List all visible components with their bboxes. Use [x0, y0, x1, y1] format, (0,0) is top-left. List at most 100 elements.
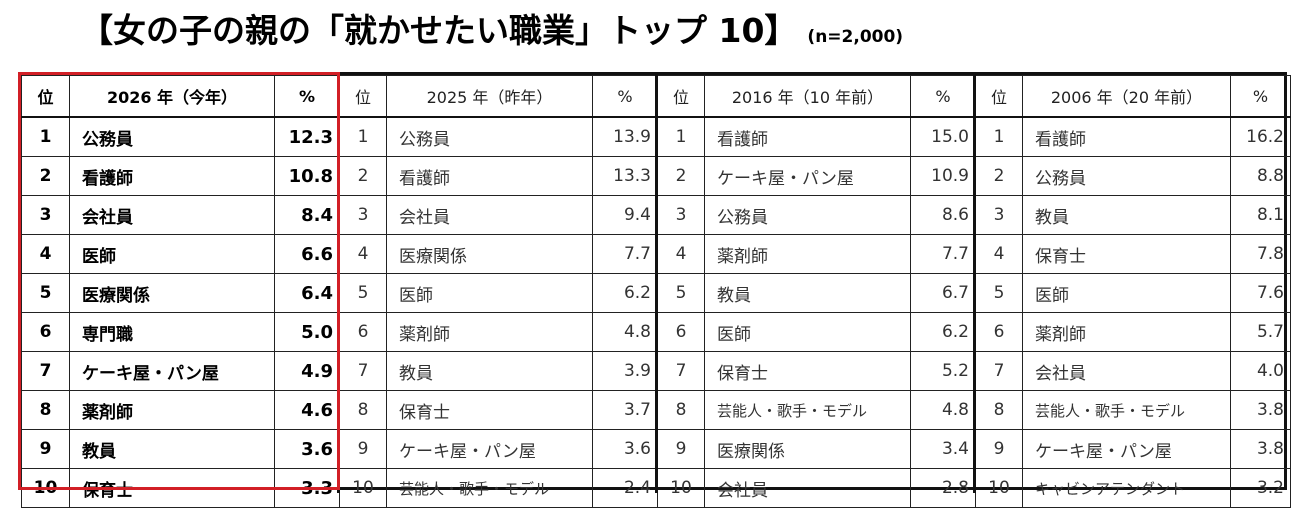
percent-cell: 3.6	[592, 429, 658, 469]
table-row: 2 看護師 10.8	[21, 156, 340, 196]
rank-cell: 5	[21, 273, 70, 313]
rank-header: 位	[975, 75, 1023, 118]
job-cell: 薬剤師	[704, 234, 911, 274]
percent-cell: 8.6	[910, 195, 976, 235]
percent-cell: 6.7	[910, 273, 976, 313]
panel-divider	[655, 75, 658, 493]
percent-cell: 3.4	[910, 429, 976, 469]
table-row: 5 医療関係 6.4	[21, 273, 340, 313]
job-cell: 会社員	[704, 468, 911, 508]
job-cell: 教員	[386, 351, 593, 391]
job-cell: 公務員	[1022, 156, 1231, 196]
table-row: 7 ケーキ屋・パン屋 4.9	[21, 351, 340, 391]
percent-cell: 7.7	[592, 234, 658, 274]
percent-cell: 6.4	[274, 273, 340, 313]
ranking-panel-4: 位 2006 年（20 年前）% 1 看護師 16.2 2 公務員 8.8 3 教員 8.1 4 保育士…	[975, 75, 1291, 508]
rank-cell: 1	[21, 116, 70, 157]
rank-cell: 2	[657, 156, 705, 196]
rank-cell: 8	[975, 390, 1023, 430]
ranking-panel-3: 位 2016 年（10 年前）% 1 看護師 15.0 2 ケーキ屋・パン屋 10.9 3 公務員…	[657, 75, 976, 508]
percent-cell: 3.8	[1230, 429, 1291, 469]
rank-cell: 6	[657, 312, 705, 352]
rank-cell: 10	[339, 468, 387, 508]
table-row: 2 看護師 13.3	[339, 156, 658, 196]
rank-cell: 6	[975, 312, 1023, 352]
table-row: 10 芸能人・歌手・モデル 2.4	[339, 468, 658, 508]
table-row: 8 保育士 3.7	[339, 390, 658, 430]
rank-cell: 1	[339, 116, 387, 157]
percent-cell: 7.7	[910, 234, 976, 274]
job-cell: 保育士	[704, 351, 911, 391]
job-cell: ケーキ屋・パン屋	[386, 429, 593, 469]
rank-cell: 2	[21, 156, 70, 196]
percent-cell: 5.2	[910, 351, 976, 391]
percent-cell: 10.9	[910, 156, 976, 196]
rank-cell: 1	[975, 116, 1023, 157]
percent-cell: 3.2	[1230, 468, 1291, 508]
job-cell: 会社員	[69, 195, 275, 235]
job-cell: 看護師	[69, 156, 275, 196]
percent-header: %	[910, 75, 976, 118]
percent-cell: 8.1	[1230, 195, 1291, 235]
table-row: 2 ケーキ屋・パン屋 10.9	[657, 156, 976, 196]
table-row: 9 医療関係 3.4	[657, 429, 976, 469]
ranking-panel-1: 位 2026 年（今年）% 1 公務員 12.3 2 看護師 10.8 3 会社員 8.4 4 医師 6.…	[21, 75, 340, 508]
percent-cell: 6.2	[910, 312, 976, 352]
panel-divider	[973, 75, 976, 493]
rank-cell: 3	[339, 195, 387, 235]
job-cell: ケーキ屋・パン屋	[69, 351, 275, 391]
job-cell: 会社員	[1022, 351, 1231, 391]
table-row: 10 会社員 2.8	[657, 468, 976, 508]
percent-cell: 16.2	[1230, 116, 1291, 157]
rank-cell: 4	[975, 234, 1023, 274]
table-row: 9 ケーキ屋・パン屋 3.8	[975, 429, 1291, 469]
percent-header: %	[592, 75, 658, 118]
table-row: 8 芸能人・歌手・モデル 3.8	[975, 390, 1291, 430]
percent-cell: 8.4	[274, 195, 340, 235]
panel-divider	[337, 75, 340, 493]
job-cell: 教員	[704, 273, 911, 313]
rank-cell: 9	[975, 429, 1023, 469]
job-cell: 教員	[1022, 195, 1231, 235]
rank-cell: 5	[339, 273, 387, 313]
rank-cell: 3	[21, 195, 70, 235]
job-cell: 教員	[69, 429, 275, 469]
rank-cell: 2	[339, 156, 387, 196]
percent-cell: 6.2	[592, 273, 658, 313]
ranking-table: 位 2026 年（今年）% 1 公務員 12.3 2 看護師 10.8 3 会社員 8.4 4 医師 6.…	[18, 72, 1291, 508]
percent-cell: 3.9	[592, 351, 658, 391]
percent-cell: 4.0	[1230, 351, 1291, 391]
percent-cell: 9.4	[592, 195, 658, 235]
percent-cell: 4.8	[910, 390, 976, 430]
job-cell: 薬剤師	[386, 312, 593, 352]
job-cell: 医療関係	[704, 429, 911, 469]
job-cell: 看護師	[386, 156, 593, 196]
table-row: 8 薬剤師 4.6	[21, 390, 340, 430]
rank-cell: 8	[657, 390, 705, 430]
rank-cell: 7	[21, 351, 70, 391]
job-cell: 医師	[386, 273, 593, 313]
rank-header: 位	[339, 75, 387, 118]
sample-size-note: (n=2,000)	[807, 27, 904, 47]
job-cell: 芸能人・歌手・モデル	[1022, 390, 1231, 430]
job-cell: 公務員	[386, 116, 593, 157]
rank-cell: 6	[21, 312, 70, 352]
rank-cell: 3	[657, 195, 705, 235]
table-row: 7 教員 3.9	[339, 351, 658, 391]
title-row: 【女の子の親の「就かせたい職業」トップ 10】 (n=2,000)	[80, 4, 903, 60]
percent-header: %	[1230, 75, 1291, 118]
rank-cell: 7	[975, 351, 1023, 391]
job-cell: 看護師	[1022, 116, 1231, 157]
percent-cell: 12.3	[274, 116, 340, 157]
rank-cell: 6	[339, 312, 387, 352]
rank-cell: 4	[339, 234, 387, 274]
table-row: 6 薬剤師 5.7	[975, 312, 1291, 352]
job-cell: 医師	[69, 234, 275, 274]
table-row: 7 保育士 5.2	[657, 351, 976, 391]
rank-cell: 3	[975, 195, 1023, 235]
header-row: 位 2016 年（10 年前）%	[657, 75, 976, 118]
header-row: 位 2026 年（今年）%	[21, 75, 340, 118]
percent-cell: 6.6	[274, 234, 340, 274]
table-row: 4 薬剤師 7.7	[657, 234, 976, 274]
job-cell: キャビンアテンダント	[1022, 468, 1231, 508]
